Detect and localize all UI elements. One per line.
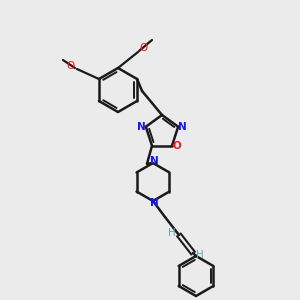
Text: O: O (139, 43, 147, 53)
Text: O: O (67, 61, 75, 71)
Text: H: H (168, 228, 176, 238)
Text: N: N (150, 156, 158, 166)
Text: N: N (150, 198, 158, 208)
Text: N: N (178, 122, 187, 132)
Text: N: N (137, 122, 146, 132)
Text: O: O (172, 141, 182, 151)
Text: H: H (196, 250, 204, 260)
